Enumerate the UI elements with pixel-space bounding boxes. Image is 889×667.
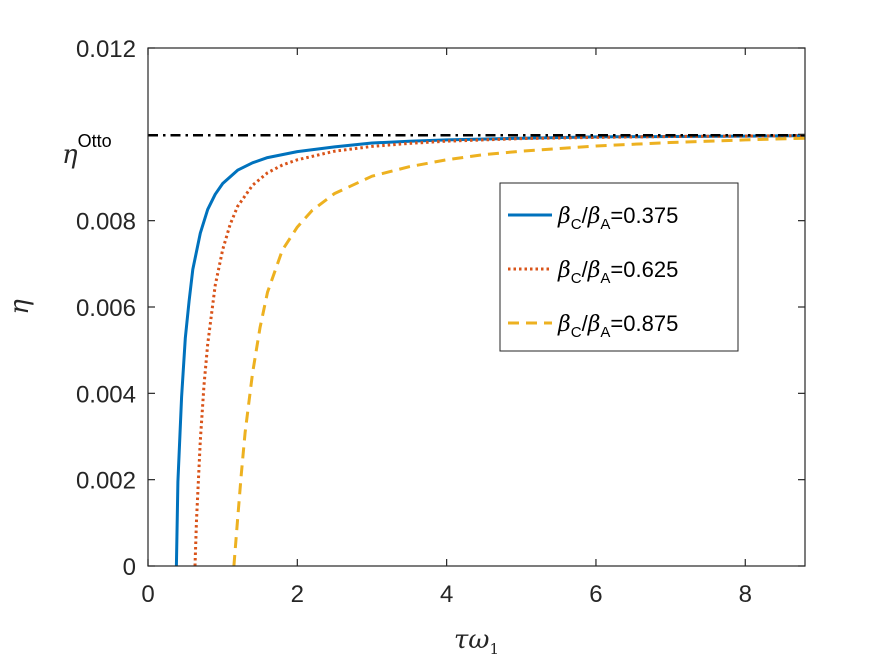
legend-label-part: β	[587, 258, 601, 283]
legend-label-part: =0.875	[610, 311, 678, 336]
legend-label-part: β	[557, 312, 571, 337]
legend-label-part: =0.625	[610, 257, 678, 282]
otto-label-superscript: Otto	[78, 131, 112, 151]
legend-label-3: βC/βA=0.875	[557, 311, 678, 341]
x-tick-label: 4	[440, 581, 453, 608]
y-tick-label: 0.012	[76, 36, 136, 63]
x-axis-ticks: 0 2 4 6 8	[141, 48, 752, 608]
legend-label-part: C	[571, 324, 582, 341]
otto-efficiency-label: ηOtto	[62, 131, 112, 170]
x-axis-label-subscript: 1	[490, 640, 500, 658]
x-axis-label: τω1	[454, 625, 499, 658]
legend-label-part: β	[557, 204, 571, 229]
y-tick-label: 0.002	[76, 468, 136, 495]
legend-label-part: /	[582, 257, 589, 282]
legend-label-2: βC/βA=0.625	[557, 257, 678, 287]
x-axis-label-main: τω	[454, 625, 490, 655]
legend-label-part: A	[600, 216, 610, 233]
legend-label-part: C	[571, 270, 582, 287]
legend-label-part: β	[557, 258, 571, 283]
x-tick-label: 8	[739, 581, 752, 608]
legend-label-part: /	[582, 311, 589, 336]
y-tick-label: 0.008	[76, 209, 136, 236]
series-line-3	[232, 136, 805, 566]
legend-label-part: /	[582, 203, 589, 228]
otto-label-main: η	[62, 140, 78, 170]
legend-label-part: A	[600, 324, 610, 341]
legend-label-part: β	[587, 204, 601, 229]
legend-label-part: A	[600, 270, 610, 287]
legend-label-part: C	[571, 216, 582, 233]
legend-label-part: β	[587, 312, 601, 337]
series-line-1	[174, 134, 805, 566]
series-line-2	[193, 134, 805, 566]
y-tick-label: 0.006	[76, 295, 136, 322]
series-layer	[174, 134, 805, 566]
legend-box	[499, 182, 739, 352]
y-axis-ticks: 0 0.002 0.004 0.006 0.008 0.012	[76, 36, 805, 581]
legend-label-1: βC/βA=0.375	[557, 203, 678, 233]
legend-label-part: =0.375	[610, 203, 678, 228]
y-axis-label: η	[5, 299, 35, 315]
y-tick-label: 0.004	[76, 381, 136, 408]
x-tick-label: 0	[141, 581, 154, 608]
x-tick-label: 6	[589, 581, 602, 608]
y-tick-label: 0	[123, 554, 136, 581]
x-tick-label: 2	[291, 581, 304, 608]
